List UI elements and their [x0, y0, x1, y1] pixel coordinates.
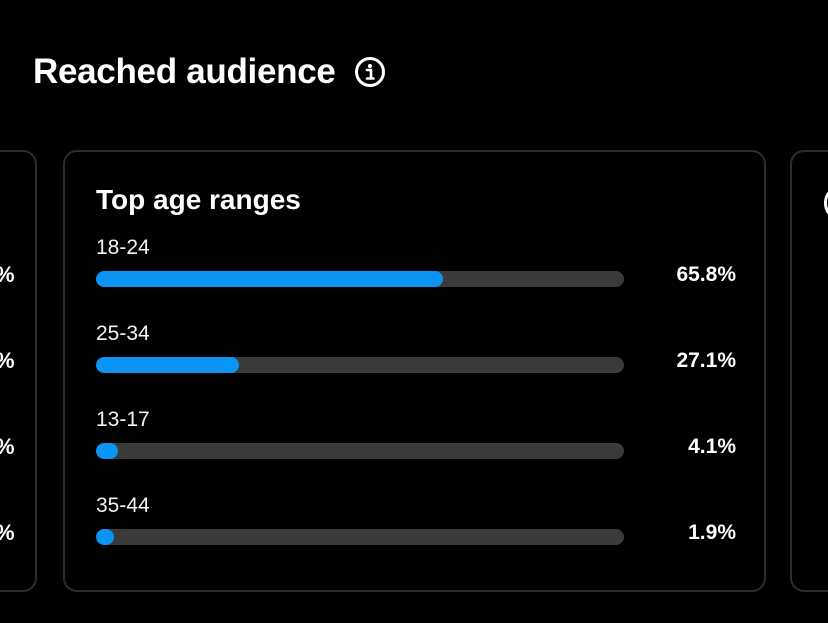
age-row: 13-17 4.1%	[96, 408, 736, 468]
info-icon[interactable]	[354, 56, 386, 88]
card-title: Top age ranges	[96, 184, 301, 215]
age-range-percent: 27.1%	[676, 349, 736, 372]
partial-percent-4: %	[0, 520, 15, 546]
age-row: 35-44 1.9%	[96, 494, 736, 554]
age-row: 18-24 65.8%	[96, 236, 736, 296]
next-audience-card[interactable]	[790, 150, 828, 592]
top-age-ranges-card: Top age ranges 18-24 65.8% 25-34 27.1% 1…	[63, 150, 766, 592]
age-bar-track	[96, 529, 624, 545]
partial-percent-2: %	[0, 348, 15, 374]
header: Reached audience	[33, 50, 386, 94]
age-range-label: 25-34	[96, 322, 150, 345]
age-range-label: 13-17	[96, 408, 150, 431]
age-bar-track	[96, 357, 624, 373]
page-title: Reached audience	[33, 52, 336, 91]
age-range-percent: 4.1%	[688, 435, 736, 458]
age-range-percent: 65.8%	[676, 263, 736, 286]
age-bar-track	[96, 271, 624, 287]
age-range-label: 35-44	[96, 494, 150, 517]
age-bar-fill	[96, 529, 115, 545]
partial-percent-3: %	[0, 434, 15, 460]
previous-audience-card[interactable]: % % % %	[0, 150, 37, 592]
age-range-label: 18-24	[96, 236, 150, 259]
age-bar-track	[96, 443, 624, 459]
age-range-percent: 1.9%	[688, 521, 736, 544]
partial-glyph	[824, 190, 828, 216]
age-row: 25-34 27.1%	[96, 322, 736, 382]
age-bar-fill	[96, 357, 240, 373]
partial-percent-1: %	[0, 262, 15, 288]
age-bar-fill	[96, 443, 118, 459]
age-bar-fill	[96, 271, 444, 287]
